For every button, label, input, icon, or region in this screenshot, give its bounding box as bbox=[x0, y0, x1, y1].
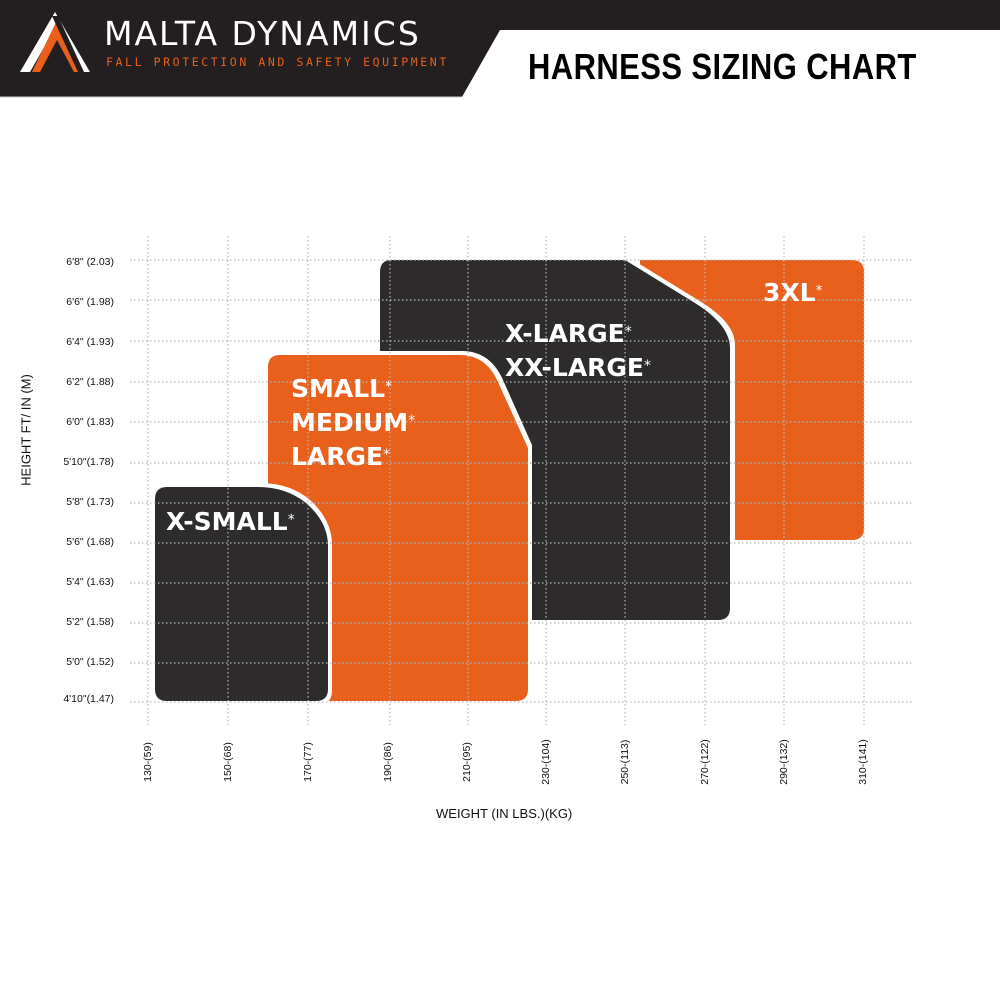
x-tick: 270-(122) bbox=[699, 739, 711, 785]
x-axis-label: WEIGHT (IN LBS.)(KG) bbox=[436, 806, 573, 821]
x-tick: 230-(104) bbox=[540, 739, 552, 785]
y-tick: 5'0" (1.52) bbox=[66, 656, 114, 668]
x-tick: 130-(59) bbox=[142, 742, 154, 782]
x-tick: 150-(68) bbox=[222, 742, 234, 782]
region-small-medium-large bbox=[268, 355, 528, 701]
x-tick: 290-(132) bbox=[778, 739, 790, 785]
y-tick: 6'6" (1.98) bbox=[66, 296, 114, 308]
y-axis-label: HEIGHT FT/ IN (M) bbox=[18, 374, 34, 486]
y-tick: 5'10"(1.78) bbox=[63, 456, 114, 468]
label-xlarge-xxlarge: X-LARGE* XX-LARGE* bbox=[505, 319, 652, 382]
x-tick: 170-(77) bbox=[302, 742, 314, 782]
label-xsmall: X-SMALL* bbox=[166, 507, 295, 536]
y-tick: 5'8" (1.73) bbox=[66, 496, 114, 508]
region-xsmall bbox=[155, 487, 328, 701]
header-banner bbox=[0, 0, 1000, 98]
y-tick: 6'2" (1.88) bbox=[66, 376, 114, 388]
y-tick: 6'4" (1.93) bbox=[66, 336, 114, 348]
y-tick: 6'0" (1.83) bbox=[66, 416, 114, 428]
mountain-peak-icon bbox=[20, 12, 90, 72]
x-tick: 210-(95) bbox=[461, 742, 473, 782]
label-small-medium-large: SMALL* MEDIUM* LARGE* bbox=[291, 374, 416, 471]
x-tick: 310-(141) bbox=[857, 739, 869, 785]
label-3xl: 3XL* bbox=[763, 278, 823, 307]
brand-name: MALTA DYNAMICS bbox=[104, 14, 421, 53]
y-tick: 5'4" (1.63) bbox=[66, 576, 114, 588]
y-tick: 5'6" (1.68) bbox=[66, 536, 114, 548]
brand-tagline: FALL PROTECTION AND SAFETY EQUIPMENT bbox=[106, 55, 449, 69]
x-tick: 250-(113) bbox=[619, 739, 631, 785]
grid bbox=[130, 236, 912, 725]
page-title: HARNESS SIZING CHART bbox=[528, 46, 917, 87]
y-tick: 6'8" (2.03) bbox=[66, 256, 114, 268]
x-tick: 190-(86) bbox=[382, 742, 394, 782]
y-tick: 4'10"(1.47) bbox=[63, 693, 114, 705]
y-tick: 5'2" (1.58) bbox=[66, 616, 114, 628]
